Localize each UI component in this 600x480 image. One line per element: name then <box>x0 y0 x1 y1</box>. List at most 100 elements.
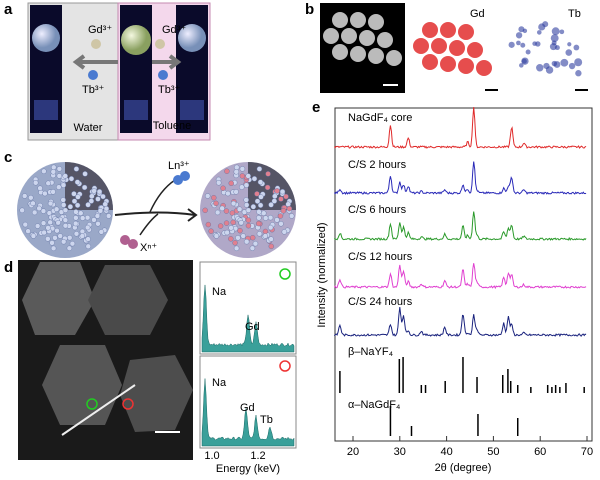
panel-a: a Gd³⁺ Tb³⁺ Gd³⁺ Tb³⁺ Water Toluene <box>4 1 211 141</box>
map-label: Tb <box>568 8 581 20</box>
atom <box>74 202 81 208</box>
ion-label: Gd³⁺ <box>162 24 186 36</box>
atom <box>56 166 63 172</box>
atom <box>71 198 78 204</box>
atom <box>264 184 271 191</box>
atom <box>50 245 57 252</box>
atom <box>217 223 224 229</box>
atom <box>262 233 269 239</box>
atom <box>267 224 274 231</box>
panel-label: d <box>4 259 13 276</box>
atom <box>62 217 69 223</box>
atom <box>228 225 234 231</box>
atom <box>21 193 28 199</box>
particle <box>42 345 122 425</box>
tb-map-dot <box>536 64 544 72</box>
particle <box>377 32 393 48</box>
atom <box>243 182 250 188</box>
atom <box>66 245 73 251</box>
atom <box>67 204 74 210</box>
solvent-label: Water <box>74 122 103 134</box>
gd-map-particle <box>458 58 474 74</box>
atom <box>274 188 280 194</box>
atom <box>239 166 246 172</box>
atom <box>36 205 42 212</box>
peak-label: Tb <box>260 414 273 426</box>
tb-map-dot <box>516 40 521 46</box>
tb-map-dot <box>560 58 569 67</box>
atom <box>208 228 214 234</box>
panel-label: c <box>4 149 12 166</box>
atom <box>252 240 259 247</box>
atom <box>100 193 106 200</box>
x-tick-label: 50 <box>487 446 499 458</box>
nanoparticle <box>121 25 151 55</box>
gd-map-particle <box>476 60 492 76</box>
atom <box>256 209 262 215</box>
ion <box>155 39 165 49</box>
atom <box>60 182 67 188</box>
atom <box>81 184 88 191</box>
atom <box>31 209 38 216</box>
atom <box>237 227 243 234</box>
x-tick-label: 40 <box>440 446 452 458</box>
tb-map-dot <box>550 34 559 43</box>
atom <box>256 231 263 237</box>
atom <box>235 235 241 241</box>
atom <box>30 233 37 239</box>
marker <box>86 398 98 410</box>
trace-label: C/S 24 hours <box>348 296 413 308</box>
tb-map-dot <box>573 44 580 51</box>
atom <box>245 217 252 223</box>
gd-map-particle <box>422 54 438 70</box>
arrow <box>139 213 159 236</box>
tb-map-dot <box>543 62 550 70</box>
atom <box>67 235 73 241</box>
atom <box>97 208 104 214</box>
ion-label: Gd³⁺ <box>88 24 112 36</box>
atom <box>85 202 91 208</box>
atom <box>267 214 274 221</box>
gd-map-particle <box>458 24 474 40</box>
atom <box>261 210 267 216</box>
xrd-pattern <box>333 161 587 196</box>
atom <box>239 184 245 190</box>
atom <box>22 221 29 228</box>
gd-map-particle <box>440 22 456 38</box>
panel-label: b <box>305 1 314 18</box>
atom <box>254 198 261 204</box>
ion-label: Tb³⁺ <box>82 84 105 96</box>
atom <box>278 221 284 227</box>
atom <box>265 171 271 177</box>
particle <box>341 28 357 44</box>
atom <box>213 200 219 207</box>
ion-label: Tb³⁺ <box>158 84 181 96</box>
atom <box>50 169 57 175</box>
gd-map-particle <box>449 40 465 56</box>
atom <box>37 185 43 191</box>
atom <box>233 169 240 175</box>
atom <box>250 204 257 210</box>
atom <box>245 223 252 229</box>
atom <box>278 196 284 202</box>
tb-map-dot <box>575 70 582 77</box>
atom <box>74 179 81 185</box>
trace-label: C/S 2 hours <box>348 159 407 171</box>
peak-label: Na <box>212 377 227 389</box>
atom <box>68 176 75 182</box>
atom <box>103 205 110 212</box>
atom <box>211 195 217 201</box>
x-axis-label: 2θ (degree) <box>435 462 492 474</box>
glow <box>34 100 58 120</box>
ion <box>91 39 101 49</box>
ion <box>128 239 138 249</box>
atom <box>25 228 31 234</box>
ion-label: Xⁿ⁺ <box>140 242 157 254</box>
atom <box>219 205 225 212</box>
atom <box>55 219 61 226</box>
tb-map-dot <box>525 49 531 55</box>
atom <box>230 200 237 207</box>
atom <box>95 196 101 202</box>
atom <box>280 208 287 214</box>
atom <box>257 179 264 185</box>
